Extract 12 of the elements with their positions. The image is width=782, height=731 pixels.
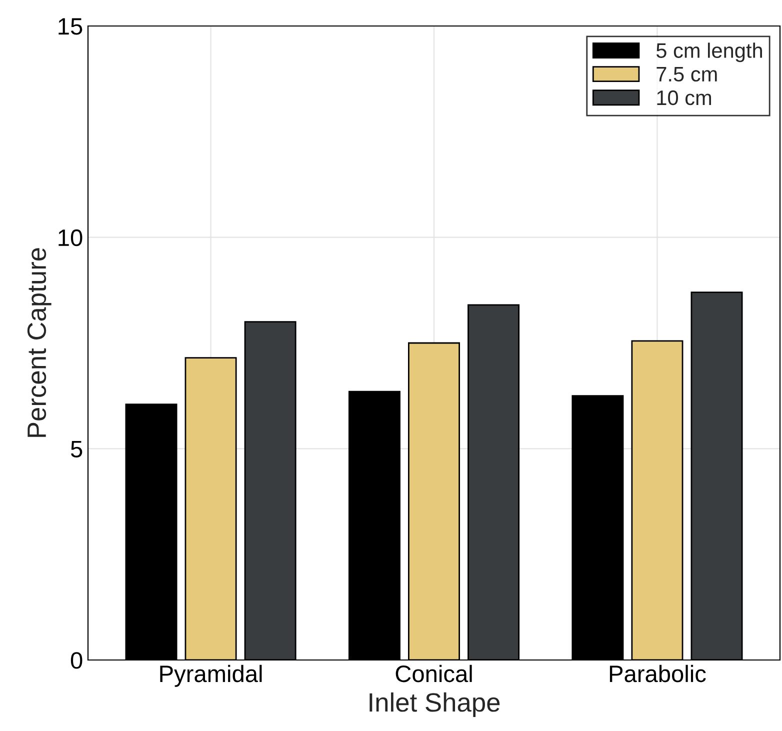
x-tick-label: Parabolic <box>610 664 706 682</box>
legend-label: 10 cm <box>657 90 711 106</box>
y-tick-label: 15 <box>58 18 82 35</box>
x-tick-label: Conical <box>396 664 472 682</box>
legend-label: 5 cm length <box>656 42 762 62</box>
y-tick-label: 0 <box>70 652 82 669</box>
x-tick-label: Pyramidal <box>160 664 262 687</box>
y-tick-label: 10 <box>58 229 82 246</box>
y-tick-label: 5 <box>70 440 82 458</box>
legend-label: 7.5 cm <box>656 67 717 82</box>
x-axis-title: Inlet Shape <box>370 692 500 718</box>
y-axis-title: Percent Capture <box>27 248 52 437</box>
